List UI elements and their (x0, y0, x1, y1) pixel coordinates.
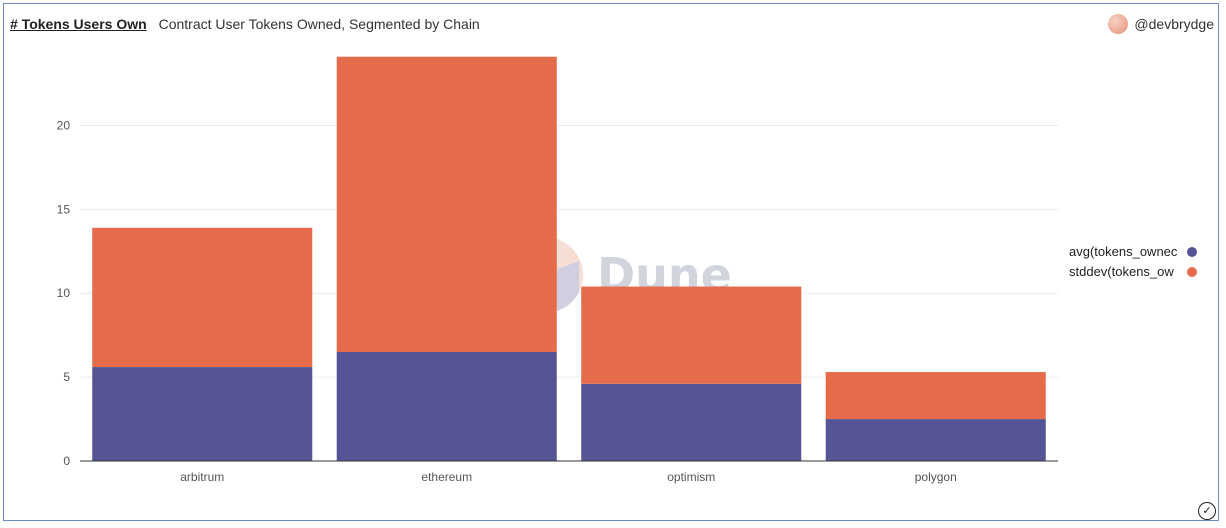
bar-avg-segment (825, 419, 1046, 461)
bar-avg-segment (92, 367, 313, 461)
query-title-link[interactable]: # Tokens Users Own (10, 16, 147, 32)
legend-swatch (1187, 247, 1197, 257)
y-tick-label: 15 (57, 202, 71, 216)
x-tick-label: polygon (915, 470, 957, 484)
author-badge[interactable]: @devbrydge (1108, 14, 1214, 34)
legend-label: avg(tokens_ownec (1069, 244, 1178, 259)
legend-swatch (1187, 267, 1197, 277)
chart-header: # Tokens Users Own Contract User Tokens … (10, 16, 480, 32)
y-tick-label: 0 (63, 454, 70, 468)
x-tick-label: ethereum (421, 470, 472, 484)
author-handle[interactable]: @devbrydge (1134, 16, 1214, 32)
bar-avg-segment (336, 351, 557, 461)
chart-subtitle: Contract User Tokens Owned, Segmented by… (158, 16, 480, 32)
bar-stddev-segment (336, 56, 557, 352)
y-tick-label: 5 (63, 370, 70, 384)
avatar (1108, 14, 1129, 34)
y-tick-label: 10 (57, 286, 71, 300)
y-tick-label: 20 (57, 118, 71, 132)
x-tick-label: optimism (667, 470, 715, 484)
bar-stddev-segment (825, 372, 1046, 420)
bar-avg-segment (581, 383, 802, 461)
bar-stddev-segment (92, 227, 313, 368)
legend-label: stddev(tokens_ow (1069, 264, 1174, 279)
bar-stddev-segment (581, 286, 802, 384)
x-tick-label: arbitrum (180, 470, 224, 484)
check-circle-icon[interactable]: ✓ (1198, 502, 1216, 520)
